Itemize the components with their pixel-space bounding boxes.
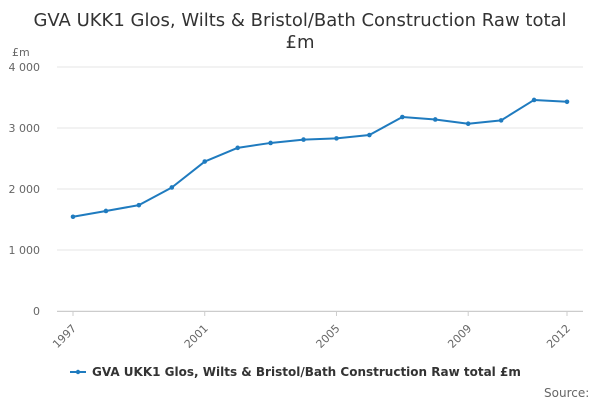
x-tick-label: 2005 (314, 322, 343, 351)
data-point[interactable] (465, 121, 471, 127)
y-axis-tick-labels: 0 1 000 2 000 3 000 4 000 (9, 61, 41, 318)
legend-marker-swatch (75, 369, 81, 375)
data-point[interactable] (334, 136, 339, 141)
data-point[interactable] (432, 117, 438, 122)
y-tick-label: 4 000 (9, 61, 41, 74)
data-point[interactable] (169, 185, 175, 190)
x-axis: 1997 2001 2005 2009 2012 (50, 311, 583, 351)
legend-label: GVA UKK1 Glos, Wilts & Bristol/Bath Cons… (92, 365, 521, 379)
x-tick-label: 2012 (544, 322, 573, 351)
data-point[interactable] (103, 208, 109, 214)
data-point[interactable] (498, 118, 504, 123)
y-tick-label: 0 (33, 305, 40, 318)
data-point[interactable] (367, 132, 372, 138)
y-tick-label: 2 000 (9, 183, 41, 196)
x-tick-label: 2001 (182, 322, 211, 351)
data-point[interactable] (202, 159, 208, 164)
data-point[interactable] (301, 137, 306, 142)
y-tick-label: 3 000 (9, 122, 41, 135)
x-tick-label: 1997 (50, 322, 79, 351)
data-point[interactable] (136, 202, 142, 208)
data-point[interactable] (235, 145, 240, 151)
data-point[interactable] (531, 97, 537, 103)
legend[interactable]: GVA UKK1 Glos, Wilts & Bristol/Bath Cons… (70, 365, 521, 379)
grid-lines (57, 66, 583, 312)
data-point[interactable] (70, 214, 76, 220)
data-point[interactable] (400, 114, 405, 120)
series-line (72, 98, 568, 218)
y-tick-label: 1 000 (9, 244, 41, 257)
source-label: Source: (544, 386, 589, 400)
data-point[interactable] (564, 99, 570, 105)
chart-title-line-1: GVA UKK1 Glos, Wilts & Bristol/Bath Cons… (33, 10, 566, 31)
series-line-layer (70, 97, 570, 220)
data-point[interactable] (268, 140, 273, 146)
y-axis-unit-label: £m (12, 46, 30, 59)
chart-title-line-2: £m (286, 32, 315, 53)
x-tick-label: 2009 (445, 322, 474, 351)
